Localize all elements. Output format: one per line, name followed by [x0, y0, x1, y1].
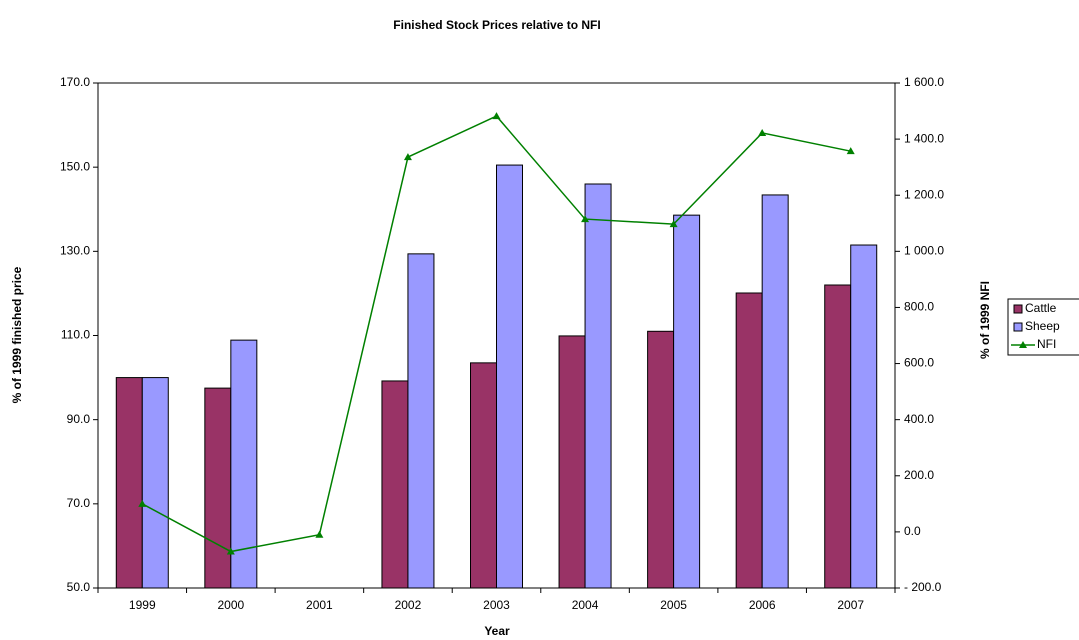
bar [204, 387, 232, 589]
bar [141, 377, 169, 589]
marker [492, 112, 501, 120]
y2-tick-label: 600.0 [904, 356, 934, 370]
x-tick-label: 2005 [660, 598, 687, 612]
y2-tick-label: 1 400.0 [904, 131, 944, 145]
x-tick-label: 2000 [217, 598, 244, 612]
y2-tick-label: 200.0 [904, 468, 934, 482]
bar [558, 335, 586, 589]
legend-label: Sheep [1025, 319, 1060, 333]
y2-tick-label: 1 000.0 [904, 244, 944, 258]
marker [669, 220, 678, 228]
x-tick-label: 2001 [306, 598, 333, 612]
bar [673, 214, 701, 589]
y2-tick-label: 400.0 [904, 412, 934, 426]
y2-tick-label: - 200.0 [904, 580, 942, 594]
y-tick-label: 110.0 [61, 328, 90, 342]
marker [758, 128, 767, 136]
x-tick-label: 2004 [572, 598, 599, 612]
bar [735, 292, 763, 589]
marker [226, 547, 235, 555]
bar [850, 244, 878, 589]
y2-tick-label: 800.0 [904, 300, 934, 314]
y2-tick-label: 0.0 [904, 524, 921, 538]
x-tick-label: 2006 [749, 598, 776, 612]
x-axis-title: Year [484, 624, 510, 638]
legend-swatch [1013, 304, 1023, 314]
marker [581, 215, 590, 223]
y-tick-label: 130.0 [60, 244, 90, 258]
bar [496, 164, 523, 589]
bar [381, 380, 409, 589]
y-axis-title: % of 1999 finished price [10, 266, 24, 403]
y-tick-label: 70.0 [67, 496, 91, 510]
y-tick-label: 50.0 [67, 580, 91, 594]
chart-title: Finished Stock Prices relative to NFI [393, 18, 600, 32]
bar [407, 253, 435, 589]
bar [824, 284, 852, 589]
legend-label: Cattle [1025, 301, 1057, 315]
bar [584, 183, 612, 589]
y-tick-label: 170.0 [60, 75, 90, 89]
legend-swatch [1013, 322, 1023, 332]
marker [315, 530, 324, 538]
x-tick-label: 1999 [129, 598, 156, 612]
marker [846, 147, 855, 155]
x-tick-label: 2003 [483, 598, 510, 612]
y-tick-label: 150.0 [60, 159, 90, 173]
marker [138, 499, 147, 507]
bar [647, 330, 675, 589]
bar [470, 362, 497, 589]
marker [403, 153, 412, 161]
legend-marker [1019, 341, 1027, 348]
y2-tick-label: 1 200.0 [904, 187, 944, 201]
legend-label: NFI [1037, 337, 1056, 351]
bar [115, 377, 143, 589]
x-tick-label: 2002 [395, 598, 422, 612]
y2-tick-label: 1 600.0 [904, 75, 944, 89]
y-tick-label: 90.0 [67, 412, 91, 426]
bar [761, 194, 789, 589]
y2-axis-title: % of 1999 NFI [978, 281, 992, 359]
x-tick-label: 2007 [837, 598, 864, 612]
